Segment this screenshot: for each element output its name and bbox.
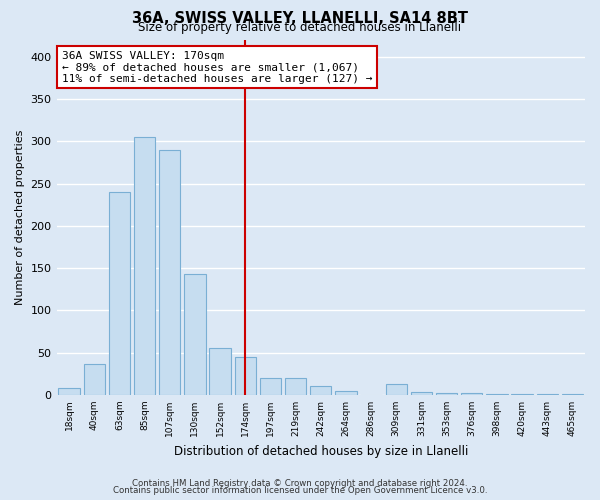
Bar bbox=[386, 384, 407, 395]
Bar bbox=[536, 394, 558, 395]
Bar bbox=[83, 364, 105, 395]
Bar bbox=[134, 137, 155, 395]
Bar bbox=[159, 150, 181, 395]
Text: Contains HM Land Registry data © Crown copyright and database right 2024.: Contains HM Land Registry data © Crown c… bbox=[132, 478, 468, 488]
Bar bbox=[511, 394, 533, 395]
Bar bbox=[235, 357, 256, 395]
Text: Contains public sector information licensed under the Open Government Licence v3: Contains public sector information licen… bbox=[113, 486, 487, 495]
Bar bbox=[335, 390, 356, 395]
Y-axis label: Number of detached properties: Number of detached properties bbox=[15, 130, 25, 305]
Bar bbox=[310, 386, 331, 395]
Bar bbox=[411, 392, 432, 395]
Text: Size of property relative to detached houses in Llanelli: Size of property relative to detached ho… bbox=[139, 21, 461, 34]
X-axis label: Distribution of detached houses by size in Llanelli: Distribution of detached houses by size … bbox=[173, 444, 468, 458]
Bar bbox=[562, 394, 583, 395]
Bar bbox=[486, 394, 508, 395]
Bar bbox=[58, 388, 80, 395]
Bar bbox=[461, 393, 482, 395]
Bar bbox=[260, 378, 281, 395]
Bar bbox=[285, 378, 307, 395]
Bar bbox=[109, 192, 130, 395]
Text: 36A SWISS VALLEY: 170sqm
← 89% of detached houses are smaller (1,067)
11% of sem: 36A SWISS VALLEY: 170sqm ← 89% of detach… bbox=[62, 50, 373, 84]
Text: 36A, SWISS VALLEY, LLANELLI, SA14 8BT: 36A, SWISS VALLEY, LLANELLI, SA14 8BT bbox=[132, 11, 468, 26]
Bar bbox=[209, 348, 231, 395]
Bar bbox=[436, 393, 457, 395]
Bar bbox=[184, 274, 206, 395]
